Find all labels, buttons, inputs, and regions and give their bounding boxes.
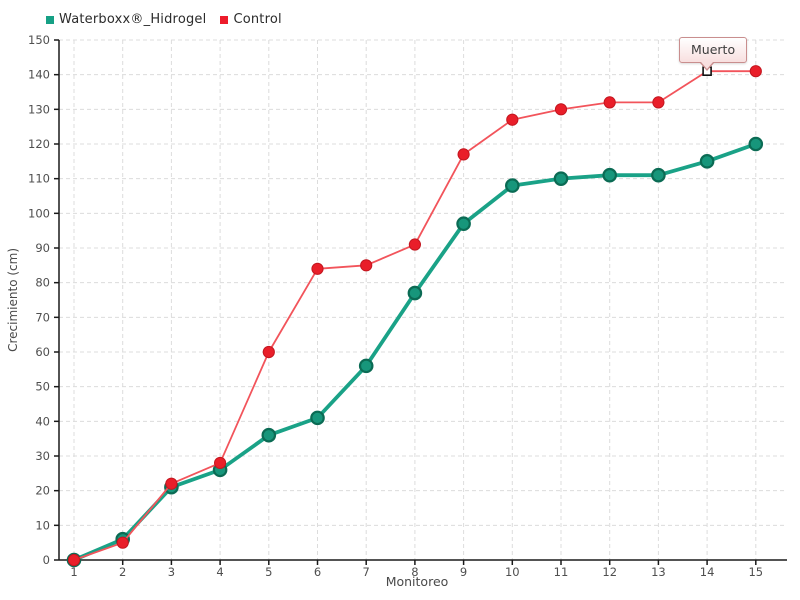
chart-legend: Waterboxx®_Hidrogel Control	[46, 12, 282, 27]
x-tick-label: 3	[168, 565, 175, 579]
x-tick-label: 1	[70, 565, 77, 579]
y-tick-label: 40	[35, 414, 50, 428]
x-tick-label: 7	[363, 565, 370, 579]
axes	[54, 39, 787, 565]
x-tick-label: 8	[411, 565, 418, 579]
x-tick-label: 14	[700, 565, 715, 579]
x-tick-label: 2	[119, 565, 126, 579]
x-tick-label: 15	[748, 565, 763, 579]
data-point-control-12[interactable]	[603, 96, 616, 109]
y-tick-label: 20	[35, 484, 50, 498]
waterboxx-swatch-icon	[46, 15, 54, 24]
x-axis-title: Monitoreo	[385, 574, 449, 589]
y-tick-label: 80	[35, 276, 50, 290]
data-point-control-5[interactable]	[262, 345, 275, 359]
legend-item-control[interactable]: Control	[220, 12, 282, 27]
y-axis-title: Crecimiento (cm)	[6, 248, 20, 352]
data-point-waterboxx-hidrogel-14[interactable]	[699, 154, 715, 169]
data-point-control-6[interactable]	[311, 262, 324, 275]
legend-label-waterboxx: Waterboxx®_Hidrogel	[59, 12, 207, 27]
y-tick-label: 120	[28, 137, 50, 151]
legend-item-waterboxx[interactable]: Waterboxx®_Hidrogel	[46, 12, 206, 27]
x-tick-label: 9	[460, 565, 467, 579]
y-tick-label: 60	[35, 345, 50, 359]
y-tick-label: 140	[28, 68, 50, 82]
y-tick-label: 30	[35, 449, 50, 463]
data-point-control-2[interactable]	[116, 536, 129, 549]
data-point-waterboxx-hidrogel-5[interactable]	[261, 427, 277, 443]
data-point-waterboxx-hidrogel-13[interactable]	[651, 167, 666, 183]
data-point-control-8[interactable]	[408, 238, 421, 251]
y-tick-label: 50	[35, 380, 50, 394]
data-point-waterboxx-hidrogel-9[interactable]	[456, 216, 471, 232]
data-point-control-3[interactable]	[165, 477, 178, 490]
y-tick-label: 0	[43, 553, 50, 567]
legend-label-control: Control	[233, 12, 282, 27]
data-point-waterboxx-hidrogel-10[interactable]	[504, 178, 520, 193]
data-point-control-13[interactable]	[652, 96, 665, 109]
y-tick-label: 90	[35, 241, 50, 255]
data-point-control-11[interactable]	[554, 103, 568, 116]
data-point-waterboxx-hidrogel-8[interactable]	[407, 285, 423, 301]
data-point-control-15[interactable]	[749, 65, 762, 78]
data-point-waterboxx-hidrogel-11[interactable]	[553, 171, 569, 186]
data-point-waterboxx-hidrogel-12[interactable]	[602, 167, 617, 183]
data-point-control-1[interactable]	[67, 553, 81, 567]
x-tick-label: 12	[602, 565, 617, 579]
data-point-control-10[interactable]	[506, 113, 519, 126]
x-tick-label: 10	[505, 565, 520, 579]
muerto-tooltip: Muerto	[679, 37, 748, 71]
y-tick-label: 70	[35, 310, 50, 324]
data-point-control-4[interactable]	[214, 456, 227, 470]
data-point-control-7[interactable]	[360, 259, 373, 272]
series-control	[67, 65, 762, 567]
x-tick-label: 13	[651, 565, 666, 579]
x-tick-label: 6	[314, 565, 321, 579]
x-tick-label: 11	[554, 565, 569, 579]
data-point-waterboxx-hidrogel-7[interactable]	[358, 358, 374, 374]
y-tick-label: 110	[28, 172, 50, 186]
data-point-waterboxx-hidrogel-6[interactable]	[310, 410, 325, 426]
data-point-waterboxx-hidrogel-15[interactable]	[748, 136, 764, 152]
y-tick-label: 130	[28, 102, 50, 116]
x-tick-label: 4	[216, 565, 223, 579]
data-point-control-9[interactable]	[457, 148, 470, 161]
x-tick-label: 5	[265, 565, 272, 579]
y-tick-label: 10	[35, 518, 50, 532]
control-swatch-icon	[220, 15, 229, 24]
y-tick-label: 150	[28, 33, 50, 47]
y-tick-label: 100	[28, 206, 50, 220]
